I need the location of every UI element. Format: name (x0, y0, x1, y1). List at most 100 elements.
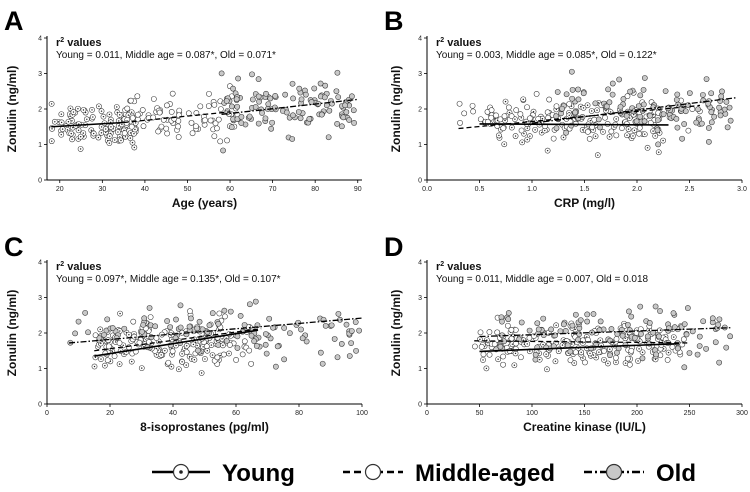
data-point-old (673, 116, 680, 122)
data-point-young-dot (222, 344, 224, 347)
data-point-old (173, 316, 179, 323)
x-tick-label: 60 (226, 186, 234, 193)
data-point-middle-aged (116, 340, 123, 346)
data-point-young-dot (511, 126, 513, 129)
data-point-old (603, 103, 610, 110)
data-point-old (195, 347, 201, 354)
data-point-young-dot (133, 146, 136, 149)
data-point-old (626, 308, 632, 315)
data-point-old (716, 359, 723, 366)
data-point-old (325, 134, 332, 141)
data-point-middle-aged (546, 96, 553, 103)
data-point-middle-aged (585, 128, 591, 135)
data-point-old (252, 104, 259, 110)
data-point-old (356, 327, 362, 334)
x-tick-label: 50 (476, 410, 484, 417)
data-point-young-dot (171, 353, 173, 356)
fit-line-young (94, 329, 259, 357)
data-point-middle-aged (203, 343, 210, 350)
data-point-middle-aged (480, 351, 487, 358)
data-point-old (262, 341, 269, 348)
data-point-old (619, 332, 626, 339)
data-point-old (252, 298, 259, 305)
data-point-old (164, 318, 170, 324)
data-point-middle-aged (486, 351, 493, 358)
data-point-young-dot (511, 343, 514, 345)
x-tick-label: 40 (169, 410, 177, 417)
data-point-old (644, 333, 651, 340)
data-point-old (295, 109, 302, 115)
data-point-young-dot (595, 356, 597, 359)
r2-values: Young = 0.011, Middle age = 0.087*, Old … (56, 50, 276, 61)
data-point-young-dot (514, 352, 517, 355)
data-point-old (606, 99, 613, 106)
data-point-old (228, 124, 235, 131)
y-tick-label: 4 (418, 36, 422, 43)
y-tick-label: 1 (418, 142, 422, 149)
data-point-old (298, 326, 304, 333)
data-point-middle-aged (501, 113, 508, 120)
y-axis-title: Zonulin (ng/ml) (5, 66, 19, 153)
data-point-middle-aged (517, 111, 524, 118)
data-point-middle-aged (248, 360, 254, 367)
data-point-old (255, 120, 262, 127)
data-point-middle-aged (163, 125, 170, 132)
data-point-young-dot (117, 131, 119, 133)
data-point-young-dot (529, 135, 531, 137)
legend-label-young: Young (222, 460, 295, 487)
data-point-young-dot (568, 114, 570, 117)
legend-label-middle-aged: Middle-aged (415, 460, 555, 487)
data-point-middle-aged (566, 101, 573, 107)
y-tick-label: 0 (418, 178, 422, 185)
data-point-old (620, 96, 627, 102)
data-point-old (540, 332, 547, 339)
data-point-young-dot (69, 107, 72, 110)
data-point-old (109, 325, 116, 331)
data-point-old (580, 90, 587, 97)
data-point-old (526, 327, 533, 334)
data-point-old (711, 113, 718, 120)
r2-values: Young = 0.011, Middle age = 0.007, Old =… (436, 274, 649, 285)
data-point-young-dot (526, 127, 529, 129)
data-point-old (715, 321, 721, 328)
scatter-points (48, 69, 357, 154)
data-point-young-dot (141, 367, 143, 369)
data-point-young-dot (104, 364, 106, 367)
data-point-middle-aged (220, 351, 227, 358)
data-point-young-dot (128, 333, 130, 336)
data-point-young-dot (638, 340, 641, 343)
data-point-middle-aged (183, 349, 190, 355)
data-point-young-dot (60, 113, 63, 115)
data-point-middle-aged (636, 125, 643, 131)
data-point-middle-aged (140, 123, 147, 130)
data-point-young-dot (485, 367, 488, 370)
data-point-young-dot (514, 118, 516, 120)
data-point-middle-aged (488, 114, 495, 121)
y-tick-label: 2 (38, 331, 42, 338)
data-point-old (572, 311, 579, 318)
data-point-old (590, 311, 597, 317)
data-point-young-dot (554, 360, 557, 363)
data-point-old (72, 330, 78, 337)
data-point-young-dot (633, 129, 636, 132)
data-point-old (670, 310, 677, 317)
data-point-middle-aged (187, 308, 193, 315)
data-point-middle-aged (215, 116, 222, 123)
data-point-old (689, 328, 696, 335)
data-point-young-dot (82, 132, 85, 134)
data-point-middle-aged (613, 132, 620, 139)
data-point-old (343, 109, 350, 115)
data-point-middle-aged (524, 104, 530, 111)
data-point-middle-aged (134, 111, 141, 118)
data-point-old (635, 103, 642, 109)
data-point-middle-aged (147, 314, 154, 320)
scatter-points (472, 303, 734, 373)
y-tick-label: 3 (38, 295, 42, 302)
x-tick-label: 100 (356, 410, 368, 417)
data-point-old (700, 92, 706, 98)
data-point-old (718, 93, 725, 100)
data-point-young-dot (520, 117, 522, 119)
data-point-young-dot (77, 129, 80, 131)
data-point-old (562, 328, 569, 334)
data-point-young-dot (114, 341, 117, 343)
